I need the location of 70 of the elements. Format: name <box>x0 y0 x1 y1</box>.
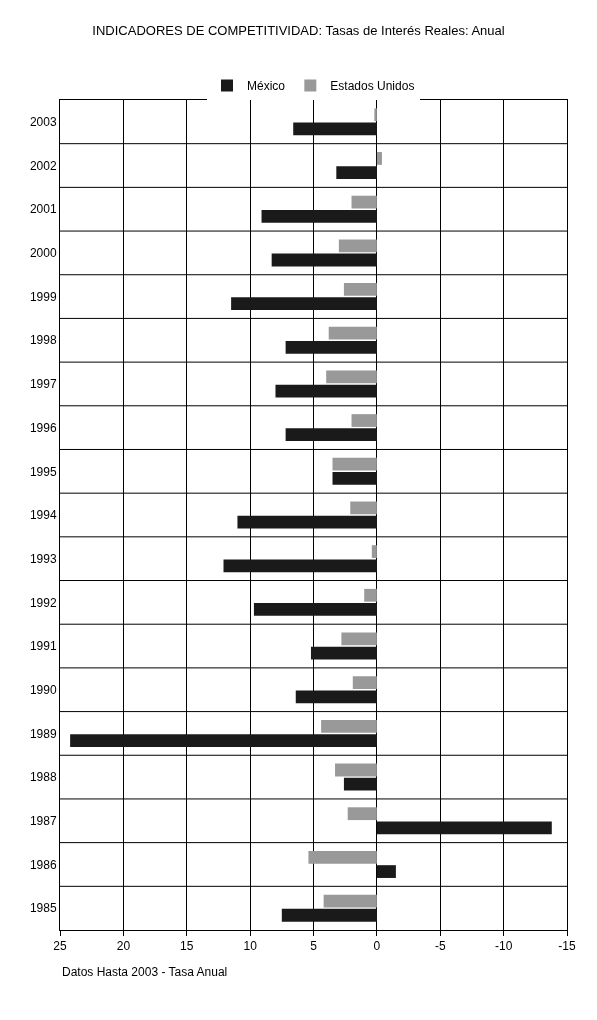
bar <box>321 719 377 733</box>
x-tick-label: 10 <box>243 939 258 954</box>
bar <box>343 777 377 791</box>
y-tick-label: 1993 <box>29 551 57 566</box>
y-tick-label: 2001 <box>29 202 57 217</box>
y-tick-label: 1994 <box>29 508 57 523</box>
text: Datos Hasta 2003 - Tasa Anual <box>62 965 228 979</box>
bar <box>310 646 377 660</box>
x-tick-label: 5 <box>310 939 318 954</box>
bar <box>347 807 377 821</box>
bar <box>352 676 377 690</box>
bar <box>371 545 377 558</box>
y-tick-label: 1999 <box>29 289 57 304</box>
bar <box>332 457 377 471</box>
bar <box>376 152 382 165</box>
bar <box>336 166 377 180</box>
x-tick-label: 0 <box>373 939 381 954</box>
bar <box>323 894 377 908</box>
bar <box>343 283 377 296</box>
y-tick-label: 1990 <box>29 682 57 697</box>
bar <box>374 108 377 122</box>
y-tick-label: 2000 <box>29 246 57 261</box>
bar <box>341 632 377 646</box>
bar <box>295 690 377 704</box>
bar <box>335 763 377 777</box>
bar <box>281 908 377 922</box>
legend-label: México <box>247 79 286 94</box>
bar <box>70 734 377 747</box>
bar <box>285 340 377 354</box>
y-tick-label: 1992 <box>29 595 57 610</box>
bar <box>285 428 377 442</box>
y-tick-label: 1986 <box>29 857 57 872</box>
bar <box>350 501 377 515</box>
x-tick-label: -15 <box>558 939 576 954</box>
y-tick-label: 2003 <box>29 115 57 130</box>
bar <box>237 515 377 529</box>
bar <box>332 472 377 485</box>
y-tick-label: 1995 <box>29 464 57 479</box>
bar <box>253 603 377 616</box>
bar <box>223 559 377 573</box>
bar <box>271 253 377 267</box>
legend-label: Estados Unidos <box>330 79 415 94</box>
bar <box>376 821 552 835</box>
bar <box>326 370 377 384</box>
x-tick-label: -10 <box>494 939 513 954</box>
bar <box>328 326 377 340</box>
y-tick-label: 1985 <box>29 901 57 916</box>
bar <box>338 239 377 253</box>
bar <box>364 588 377 602</box>
x-tick-label: 25 <box>53 939 67 954</box>
y-tick-label: 1996 <box>29 420 57 435</box>
bar <box>231 297 377 311</box>
x-tick-label: 20 <box>116 939 131 954</box>
y-tick-label: 2002 <box>29 158 57 173</box>
y-tick-label: 1988 <box>29 770 57 785</box>
y-tick-label: 1987 <box>29 813 57 828</box>
bar <box>261 209 377 223</box>
y-tick-label: 1989 <box>29 726 57 741</box>
bar <box>293 122 377 136</box>
bar <box>308 850 377 864</box>
y-tick-label: 1991 <box>29 639 57 654</box>
chart-title: INDICADORES DE COMPETITIVIDAD: Tasas de Interés Reales: Anual <box>92 22 505 38</box>
x-tick-label: 15 <box>180 939 194 954</box>
y-tick-label: 1997 <box>29 377 57 392</box>
x-tick-label: -5 <box>434 939 446 954</box>
bar <box>275 384 377 398</box>
bar <box>376 865 396 878</box>
bar <box>351 195 377 209</box>
bar <box>351 414 377 427</box>
y-tick-label: 1998 <box>29 333 57 348</box>
